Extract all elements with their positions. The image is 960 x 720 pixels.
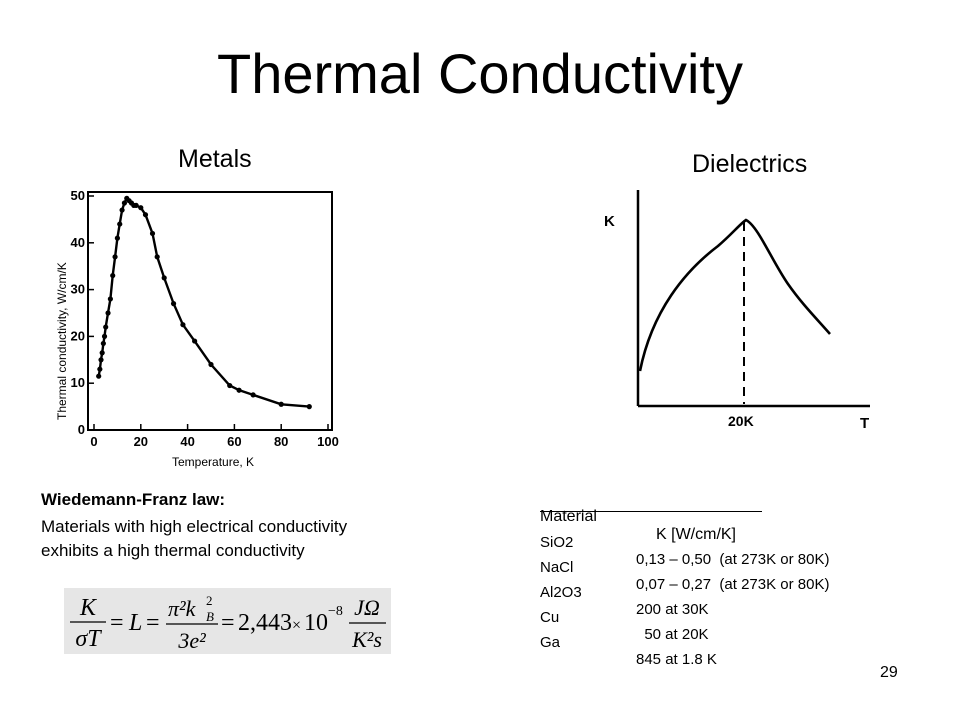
dielectrics-chart-svg: K 20K T <box>604 190 870 432</box>
metals-x-tick-label: 0 <box>90 434 97 449</box>
metals-data-point <box>98 357 104 363</box>
table-cell-material: NaCl <box>540 559 574 576</box>
metals-data-point <box>96 373 102 379</box>
metals-data-point <box>236 387 242 393</box>
formula-equals-3: = <box>221 610 235 636</box>
metals-data-point <box>107 296 113 302</box>
metals-data-point <box>99 350 105 356</box>
formula-mid-subscript: B <box>206 609 214 624</box>
metals-x-tick-label: 20 <box>134 434 148 449</box>
dielectrics-ylabel: K <box>604 213 615 230</box>
metals-data-point <box>227 382 233 389</box>
dielectrics-peak-label: 20K <box>728 413 754 429</box>
formula-lhs-numerator: K <box>79 595 98 621</box>
dielectrics-chart: K 20K T <box>590 176 896 444</box>
formula-svg: K σT = L = π²k B 2 3e² = 2,443 × 10 −8 J… <box>70 593 386 653</box>
metals-data-point <box>97 366 103 372</box>
metals-xlabel: Temperature, K <box>172 455 254 469</box>
metals-x-tick-label: 60 <box>227 434 241 449</box>
metals-data-point <box>180 322 186 328</box>
table-row: Ga 845 at 1.8 K <box>540 617 900 668</box>
formula-rhs-numerator: JΩ <box>354 595 380 620</box>
formula-L: L <box>128 610 142 636</box>
metals-fit-curve <box>97 196 310 408</box>
formula-value: 2,443 <box>238 610 292 636</box>
metals-y-tick-label: 30 <box>71 282 85 297</box>
wiedemann-franz-title: Wiedemann-Franz law: <box>41 490 226 509</box>
formula-lhs-denominator: σT <box>75 626 102 652</box>
metals-chart: 0 20 40 60 80 100 0 10 20 30 40 50 Thermal conducti… <box>52 180 374 472</box>
metals-data-point <box>138 205 144 211</box>
table-header-row: Material K [W/cm/K] <box>540 490 780 543</box>
table-row: NaCl 0,07 – 0,27 (at 273K or 80K) <box>540 542 900 593</box>
table-header-material: Material <box>540 508 597 525</box>
formula-mid-denominator: 3e² <box>177 628 206 653</box>
wiedemann-franz-formula: K σT = L = π²k B 2 3e² = 2,443 × 10 −8 J… <box>64 588 391 654</box>
table-cell-material: Cu <box>540 609 560 626</box>
table-cell-k: 845 at 1.8 K <box>636 651 717 668</box>
metals-plot-frame <box>87 191 333 431</box>
metals-data-point <box>192 338 198 344</box>
metals-data-point <box>250 392 256 398</box>
formula-power-exponent: −8 <box>328 604 343 619</box>
table-cell-k: 0,07 – 0,27 (at 273K or 80K) <box>636 576 830 593</box>
metals-data-point <box>208 361 214 368</box>
table-cell-k: 0,13 – 0,50 (at 273K or 80K) <box>636 551 830 568</box>
metals-x-tick-label: 100 <box>317 434 339 449</box>
table-cell-material: Ga <box>540 634 561 651</box>
formula-mid-numerator: π²k <box>168 596 197 621</box>
metals-heading: Metals <box>178 145 252 173</box>
page-number: 29 <box>880 664 898 681</box>
table-row: Cu 50 at 20K <box>540 592 900 643</box>
metals-data-point <box>105 310 111 316</box>
metals-data-point <box>103 324 109 330</box>
formula-times: × <box>292 617 301 634</box>
table-cell-k: 50 at 20K <box>636 626 709 643</box>
metals-y-tick-label: 10 <box>71 375 85 390</box>
metals-y-tick-label: 0 <box>78 422 85 437</box>
metals-data-point <box>121 200 128 206</box>
table-row: Al2O3 200 at 30K <box>540 567 900 618</box>
formula-power-base: 10 <box>304 610 328 636</box>
table-cell-material: Al2O3 <box>540 584 582 601</box>
table-row: SiO2 0,13 – 0,50 (at 273K or 80K) <box>540 517 900 568</box>
table-cell-material: SiO2 <box>540 534 574 551</box>
table-header-underline <box>540 511 762 512</box>
metals-data-point <box>278 401 284 407</box>
metals-data-point <box>117 221 123 227</box>
formula-mid-superscript: 2 <box>206 593 213 608</box>
metals-x-tick-label: 80 <box>274 434 288 449</box>
metals-data-point <box>101 333 108 339</box>
metals-x-tick-label: 40 <box>180 434 194 449</box>
metals-data-point <box>142 212 149 218</box>
metals-data-point <box>100 340 106 347</box>
metals-data-point <box>112 254 118 260</box>
formula-equals-2: = <box>146 610 160 636</box>
metals-data-point <box>133 202 139 208</box>
metals-data-point <box>154 254 160 260</box>
slide-title: Thermal Conductivity <box>217 42 743 105</box>
metals-data-point <box>119 207 125 213</box>
metals-ylabel: Thermal conductivity, W/cm/K <box>55 262 69 420</box>
metals-chart-svg: 0 20 40 60 80 100 0 10 20 30 40 50 Thermal conducti… <box>55 188 339 469</box>
dielectrics-curve <box>638 218 831 372</box>
table-cell-k: 200 at 30K <box>636 601 709 618</box>
metals-data-point <box>114 235 120 241</box>
metals-y-tick-label: 20 <box>71 328 85 343</box>
formula-equals-1: = <box>110 610 124 636</box>
metals-y-tick-label: 50 <box>71 188 85 203</box>
formula-rhs-denominator: K²s <box>351 627 382 652</box>
dielectrics-heading: Dielectrics <box>692 150 808 178</box>
wiedemann-franz-line-1: Materials with high electrical conductiv… <box>41 517 348 536</box>
metals-data-point <box>170 301 177 307</box>
dielectrics-xlabel: T <box>860 415 869 432</box>
metals-data-point <box>161 275 167 281</box>
metals-data-point <box>149 230 156 237</box>
table-header-k: K [W/cm/K] <box>656 526 736 543</box>
metals-data-point <box>306 404 312 410</box>
metals-data-point <box>110 272 116 279</box>
metals-y-tick-label: 40 <box>71 235 85 250</box>
wiedemann-franz-line-2: exhibits a high thermal conductivity <box>41 541 305 560</box>
